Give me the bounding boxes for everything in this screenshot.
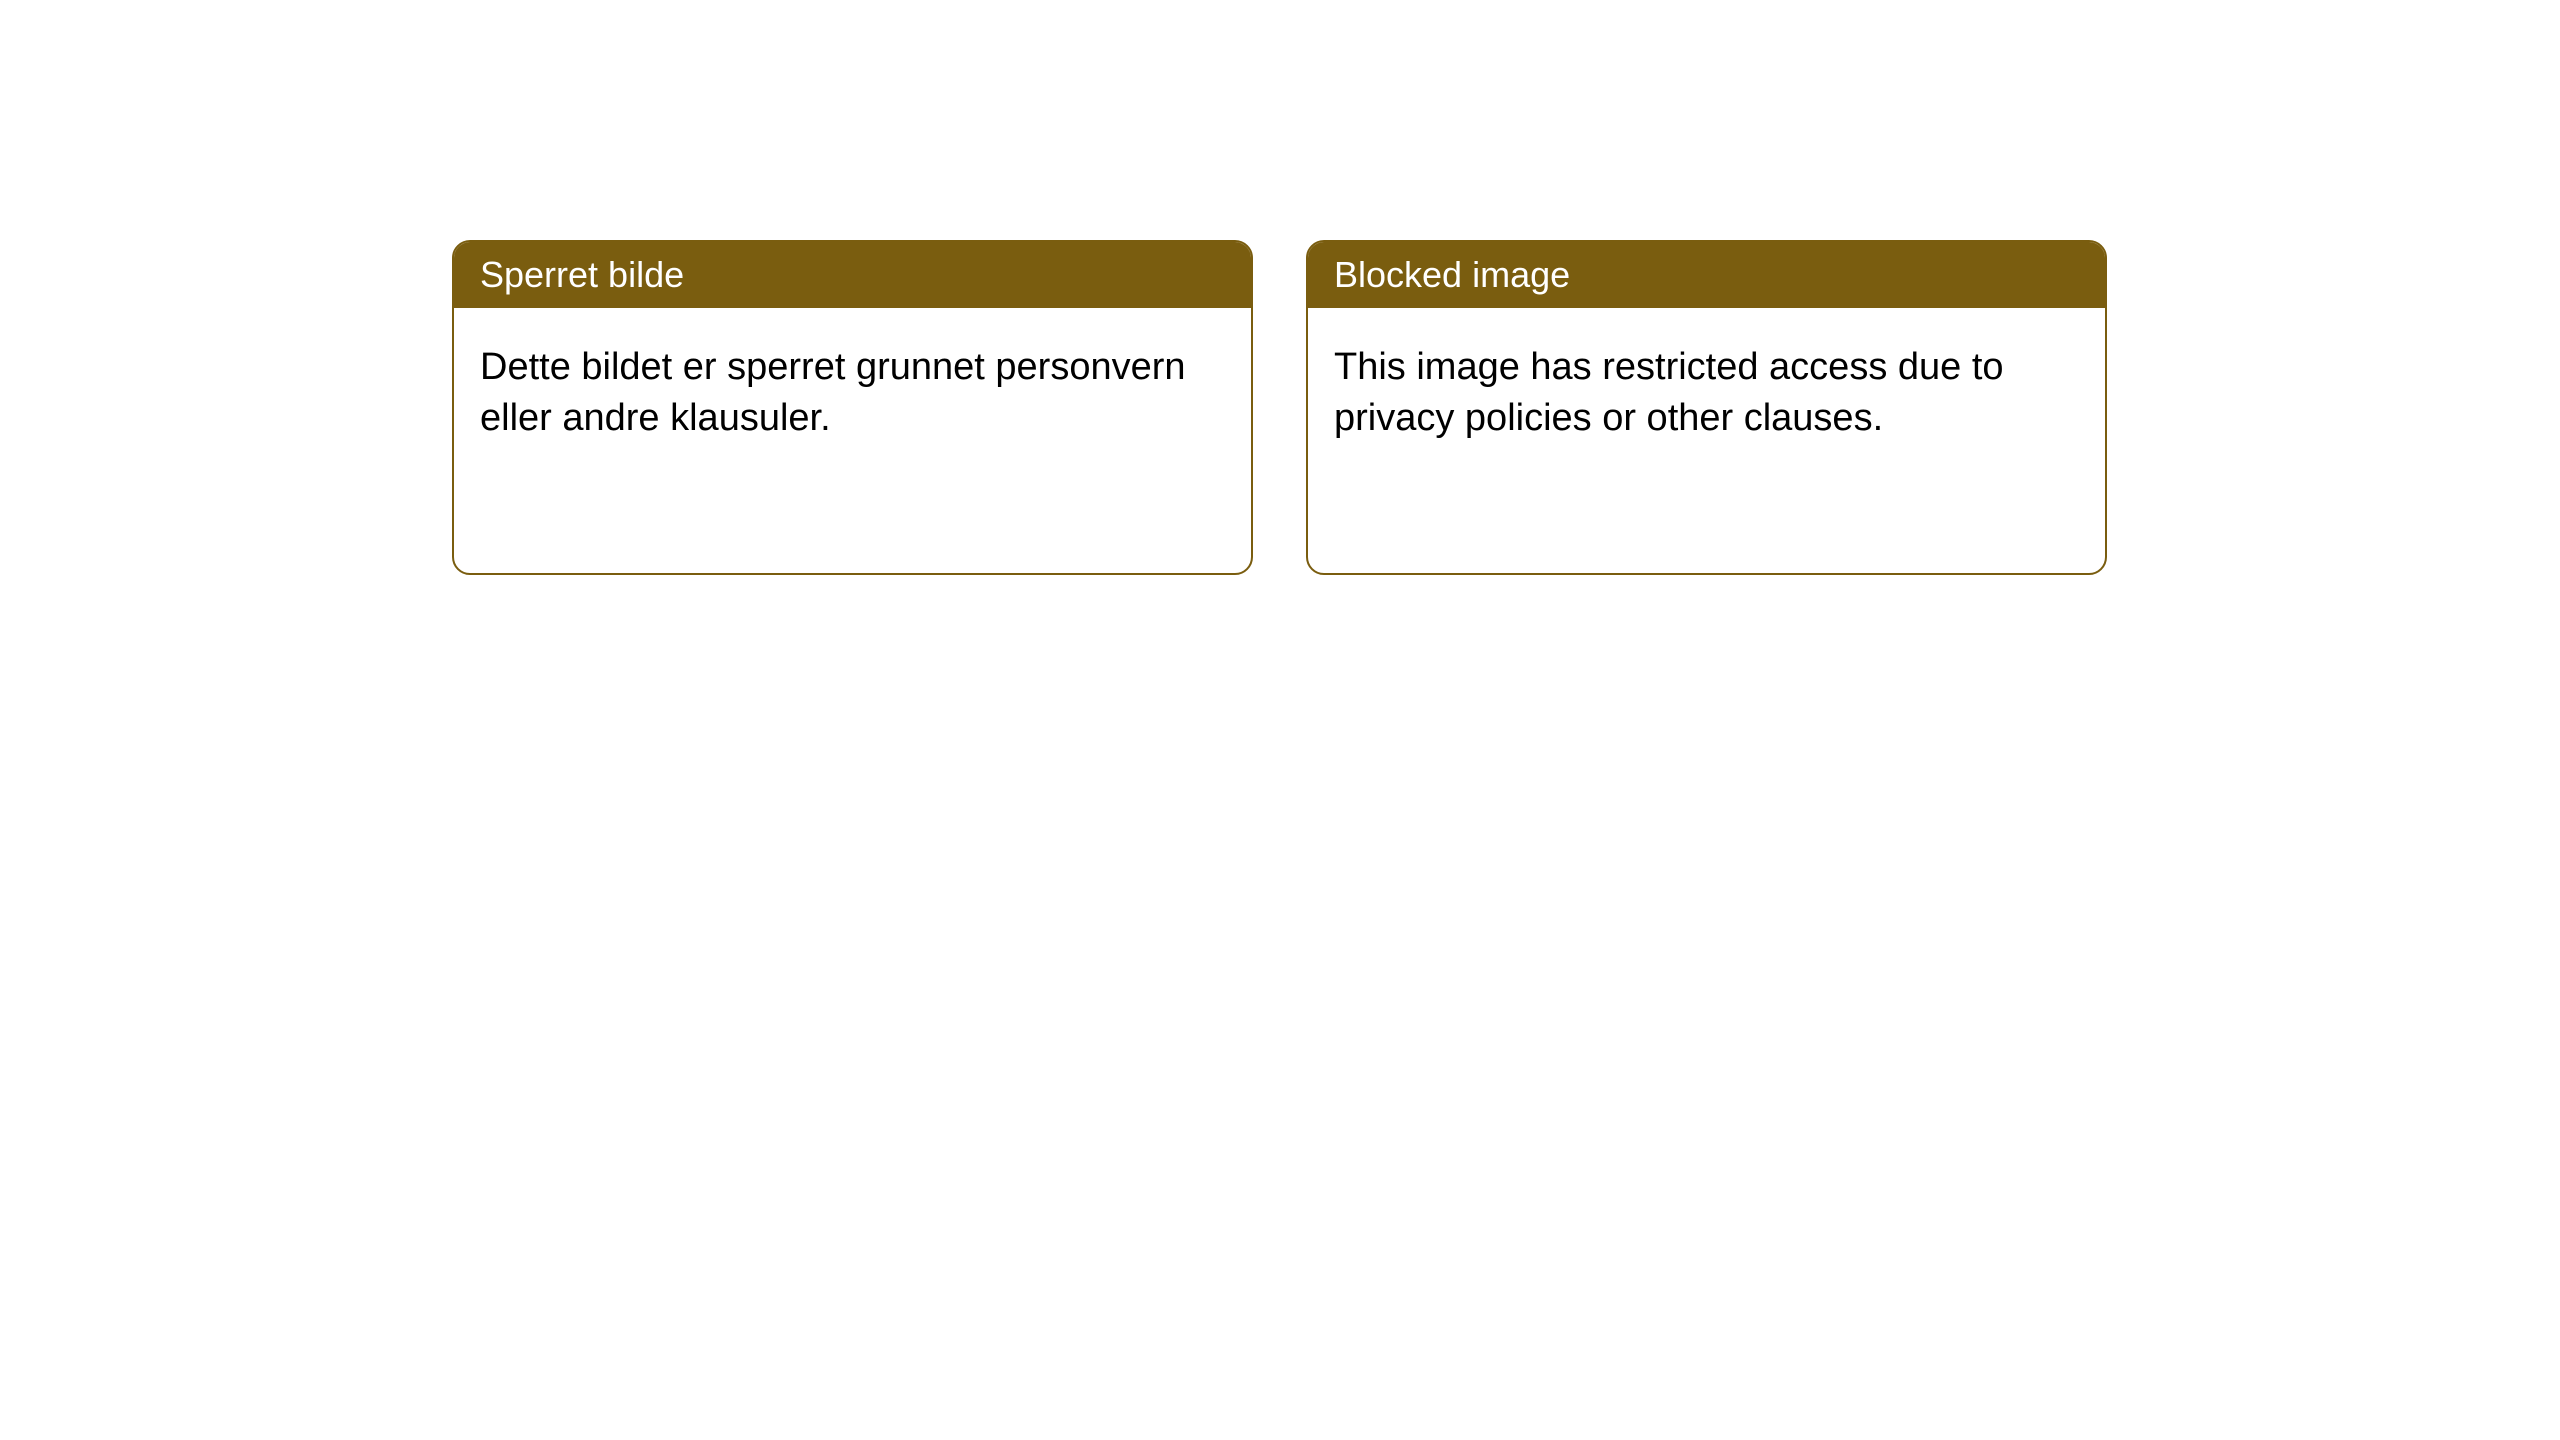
notice-box-norwegian: Sperret bilde Dette bildet er sperret gr… xyxy=(452,240,1253,575)
notice-pair: Sperret bilde Dette bildet er sperret gr… xyxy=(452,240,2107,575)
notice-body-norwegian: Dette bildet er sperret grunnet personve… xyxy=(454,308,1251,573)
notice-box-english: Blocked image This image has restricted … xyxy=(1306,240,2107,575)
notice-header-english: Blocked image xyxy=(1308,242,2105,308)
notice-body-english: This image has restricted access due to … xyxy=(1308,308,2105,573)
notice-header-norwegian: Sperret bilde xyxy=(454,242,1251,308)
